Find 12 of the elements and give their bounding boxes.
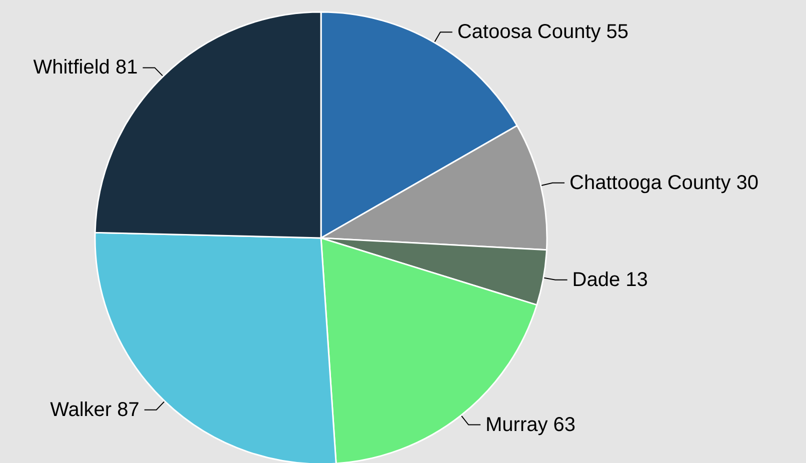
slice-label: Murray bbox=[486, 414, 548, 436]
data-label: 13 bbox=[626, 268, 648, 291]
slice-label: Chattooga County bbox=[570, 172, 731, 194]
slice-label: Catoosa County bbox=[457, 21, 601, 44]
slice-label: Walker bbox=[50, 398, 112, 421]
data-label: 87 bbox=[117, 398, 140, 421]
slice-label: Whitfield bbox=[33, 56, 110, 79]
data-label: 30 bbox=[736, 172, 759, 194]
slice-label: Dade bbox=[572, 268, 620, 291]
data-label: 63 bbox=[553, 414, 576, 436]
data-label: 81 bbox=[115, 56, 138, 79]
data-label: 55 bbox=[606, 21, 629, 44]
